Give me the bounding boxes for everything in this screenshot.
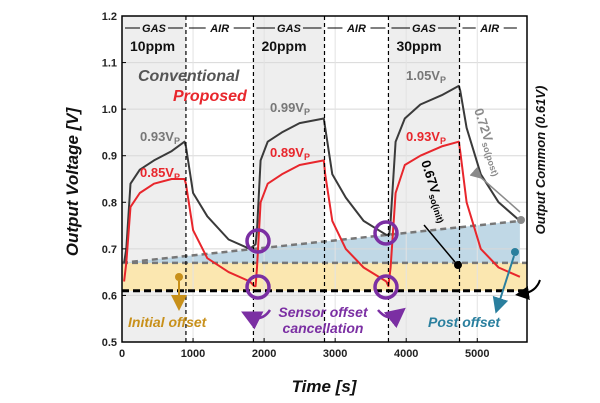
peak-label-conv-2: 0.99VP [270,100,310,117]
cancellation-arrow-right [377,307,406,329]
phase-labels: GAS 10ppm AIR GAS 20ppm AIR GAS 30ppm AIR [125,23,517,54]
y-tick-label-4: 0.9 [102,151,117,163]
concentration-label-4: 30ppm [396,38,441,54]
phase-label-5: AIR [479,23,499,35]
y-tick-label-1: 0.6 [102,290,117,302]
cancellation-arrow-left [241,309,272,330]
circle-prop-1 [245,274,271,300]
phase-label-3: AIR [346,23,366,35]
arrow-post-offset-dot [517,216,525,224]
svg-text:0.93VP: 0.93VP [140,129,180,146]
axis-ticks: 0 1000 2000 3000 4000 5000 0.5 0.6 0.7 0.8 0.9 1.0 1… [102,11,490,360]
cancellation-label-line2: cancellation [283,320,364,336]
svg-text:0.93VP: 0.93VP [406,129,446,146]
y-tick-label-6: 1.1 [102,58,117,70]
svg-text:1.05VP: 1.05VP [406,68,446,85]
y-axis-title: Output Voltage [V] [63,106,82,256]
x-tick-label-0: 0 [119,348,125,360]
arrow-post-offset-pointer [469,166,521,213]
arrow-output-common [515,279,541,300]
phase-label-0: GAS [142,23,167,35]
post-offset-label: Post offset [428,314,501,330]
legend-conventional: Conventional [138,68,240,85]
circle-prop-2 [373,274,399,300]
circle-conv-2 [373,220,399,246]
post-offset-line [121,219,521,265]
y-tick-label-3: 0.8 [102,197,117,209]
phase-label-2: GAS [277,23,302,35]
phase-label-4: GAS [412,23,437,35]
phase-separators [185,16,461,342]
y-tick-label-7: 1.2 [102,11,117,23]
y-tick-label-0: 0.5 [102,337,117,349]
initial-offset-label: Initial offset [128,314,208,330]
sensor-offset-post-label: 0.72Vso(post) [469,106,507,177]
series-proposed [123,140,521,288]
cancellation-label-line1: Sensor offset [278,304,369,320]
y-tick-label-5: 1.0 [102,104,117,116]
arrow-init-offset-dot [454,261,462,269]
x-tick-label-5: 5000 [465,348,489,360]
concentration-label-2: 20ppm [261,38,306,54]
legend-proposed: Proposed [173,88,248,105]
svg-text:0.89VP: 0.89VP [270,145,310,162]
x-tick-label-3: 3000 [323,348,347,360]
peak-label-conv-3: 1.05VP [406,68,446,85]
right-axis-title: Output Common (0.61V) [533,86,548,235]
x-tick-label-1: 1000 [181,348,205,360]
concentration-label-0: 10ppm [130,38,175,54]
series-conventional [123,84,521,263]
circle-conv-1 [245,228,271,254]
phase-label-1: AIR [209,23,229,35]
series-lines [123,84,521,288]
arrow-init-offset-pointer [423,224,456,263]
post-offset-arrow [492,248,519,314]
initial-offset-arrow [171,273,187,311]
y-tick-label-2: 0.7 [102,244,117,256]
svg-text:0.85VP: 0.85VP [140,165,180,182]
peak-label-prop-2: 0.89VP [270,145,310,162]
offset-circles [245,220,399,300]
x-tick-label-2: 2000 [252,348,276,360]
phase-backgrounds [122,16,460,342]
peak-label-prop-1: 0.85VP [140,165,180,182]
svg-text:0.99VP: 0.99VP [270,100,310,117]
peak-label-prop-3: 0.93VP [406,129,446,146]
x-tick-label-4: 4000 [394,348,418,360]
svg-text:0.72Vso(post): 0.72Vso(post) [469,106,507,177]
x-axis-title: Time [s] [292,377,358,396]
peak-label-conv-1: 0.93VP [140,129,180,146]
